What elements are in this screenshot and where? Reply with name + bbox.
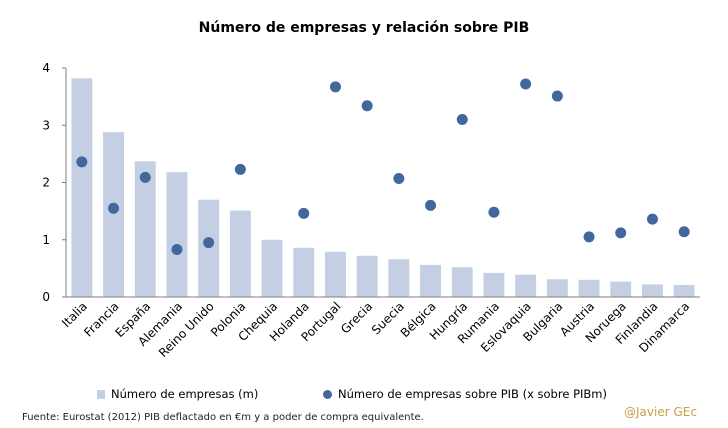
x-tick-label: Grecia [338, 299, 375, 336]
data-point [583, 231, 595, 243]
bar [103, 132, 125, 297]
data-point [425, 199, 437, 211]
bar [420, 264, 442, 297]
data-point [171, 243, 183, 255]
data-point [646, 213, 658, 225]
legend-dot-label: Número de empresas sobre PIB (x sobre PI… [338, 387, 607, 401]
data-point [678, 226, 690, 238]
legend-dot-swatch [323, 389, 332, 399]
bar [546, 279, 568, 297]
legend-dots: Número de empresas sobre PIB (x sobre PI… [323, 387, 607, 401]
bar [356, 255, 378, 297]
data-point [234, 163, 246, 175]
data-point [139, 171, 151, 183]
bar [261, 239, 283, 297]
y-tick-label: 2 [42, 176, 50, 190]
source-note: Fuente: Eurostat (2012) PIB deflactado e… [22, 412, 424, 423]
y-tick-label: 3 [42, 118, 50, 132]
bar [610, 281, 632, 297]
bar [166, 172, 188, 297]
legend-bar-label: Número de empresas (m) [111, 387, 259, 401]
bar [229, 210, 251, 297]
data-point [298, 207, 310, 219]
bar [388, 259, 410, 297]
data-point [361, 100, 373, 112]
data-point [488, 206, 500, 218]
bar [324, 251, 346, 297]
bar [673, 284, 695, 297]
bar [578, 279, 600, 297]
data-point [551, 90, 563, 102]
data-point [520, 78, 532, 90]
legend-bars: Número de empresas (m) [97, 387, 258, 401]
data-point [393, 172, 405, 184]
bar [293, 247, 315, 297]
bar [198, 199, 220, 297]
y-tick-label: 4 [42, 61, 50, 75]
y-tick-label: 0 [42, 290, 50, 304]
legend-bar-swatch [97, 389, 105, 399]
data-point [456, 114, 468, 126]
data-point [76, 156, 88, 168]
bar [451, 267, 473, 297]
data-point [615, 227, 627, 239]
chart-title: Número de empresas y relación sobre PIB [198, 20, 530, 36]
y-tick-label: 1 [42, 233, 50, 247]
bar [483, 272, 505, 297]
bar [134, 161, 156, 297]
bar [641, 284, 663, 297]
bar [515, 274, 537, 297]
bar [71, 78, 93, 298]
data-point [329, 81, 341, 93]
data-point [203, 237, 215, 249]
data-point [108, 202, 120, 214]
author-credit: @Javier GEc [624, 405, 697, 419]
